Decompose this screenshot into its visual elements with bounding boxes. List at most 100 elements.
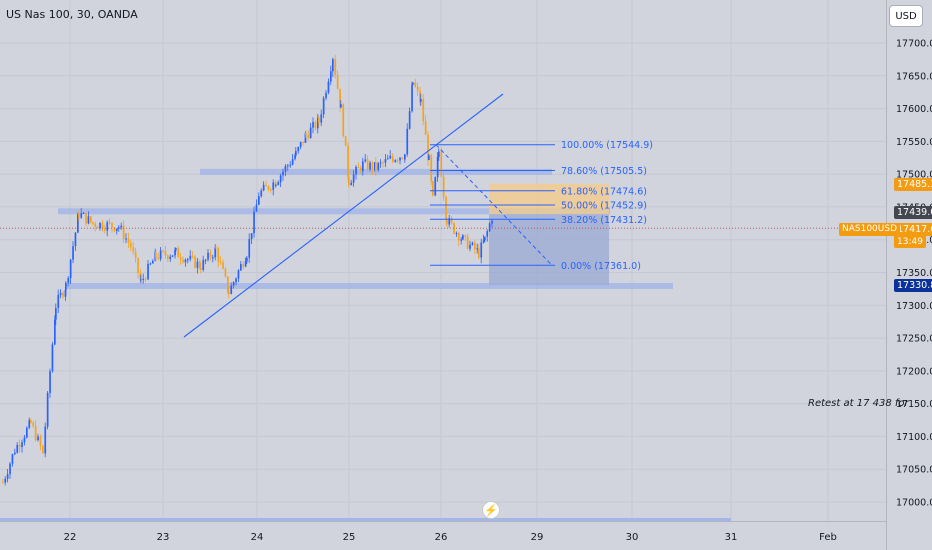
candle bbox=[255, 204, 258, 212]
candle bbox=[295, 151, 297, 156]
candle bbox=[2, 482, 4, 484]
x-tick-label: 29 bbox=[531, 532, 544, 543]
candle bbox=[462, 235, 464, 240]
candle bbox=[432, 181, 434, 196]
candle bbox=[318, 117, 320, 123]
candle bbox=[436, 156, 439, 178]
candle bbox=[458, 233, 460, 241]
candle bbox=[99, 222, 101, 229]
lightning-icon[interactable]: ⚡ bbox=[482, 501, 500, 519]
y-tick-label: 17550.0 bbox=[896, 137, 932, 148]
candle bbox=[382, 162, 384, 164]
symbol-title[interactable]: US Nas 100, 30, OANDA bbox=[6, 8, 138, 21]
candle bbox=[118, 227, 120, 229]
candle bbox=[384, 159, 387, 163]
candle bbox=[297, 147, 300, 152]
y-tick-label: 17700.0 bbox=[896, 39, 932, 50]
candle bbox=[334, 59, 337, 75]
candle bbox=[159, 250, 162, 259]
candle bbox=[72, 246, 74, 260]
y-tick-label: 17600.0 bbox=[896, 104, 932, 115]
candle bbox=[347, 145, 349, 177]
candle bbox=[169, 256, 172, 260]
candle bbox=[42, 445, 44, 452]
candle bbox=[164, 251, 167, 256]
candle bbox=[394, 160, 397, 162]
candle bbox=[175, 248, 177, 251]
candle bbox=[62, 292, 64, 297]
zone-rect bbox=[66, 282, 673, 289]
candle bbox=[212, 257, 214, 259]
candle bbox=[420, 99, 422, 102]
candle bbox=[104, 229, 106, 231]
candle bbox=[305, 132, 307, 135]
candle bbox=[332, 59, 334, 72]
candle bbox=[39, 436, 42, 446]
candle bbox=[80, 213, 83, 218]
candle bbox=[200, 268, 202, 270]
candle bbox=[232, 282, 235, 286]
candle bbox=[469, 244, 471, 249]
candle bbox=[46, 392, 49, 427]
candle bbox=[28, 420, 31, 428]
candle bbox=[270, 189, 272, 191]
candle bbox=[155, 251, 157, 258]
candle bbox=[408, 111, 411, 129]
candle bbox=[325, 92, 327, 99]
candle bbox=[484, 236, 486, 241]
candle bbox=[419, 90, 421, 102]
currency-button[interactable]: USD bbox=[889, 5, 923, 27]
candle bbox=[111, 222, 113, 228]
candle bbox=[476, 248, 479, 250]
candle bbox=[291, 159, 294, 165]
candle bbox=[90, 216, 92, 222]
time-axis-divider bbox=[0, 521, 886, 522]
candle bbox=[140, 279, 142, 281]
candle bbox=[142, 278, 145, 280]
candle bbox=[49, 371, 51, 393]
candle bbox=[374, 162, 376, 170]
candle bbox=[265, 184, 267, 187]
candle bbox=[30, 420, 32, 423]
y-tick-label: 17300.0 bbox=[896, 301, 932, 312]
candle bbox=[375, 162, 377, 170]
candle bbox=[113, 227, 116, 231]
candle bbox=[21, 442, 23, 447]
candle bbox=[44, 426, 47, 454]
candle bbox=[235, 278, 237, 283]
candle bbox=[267, 186, 270, 190]
candle bbox=[4, 478, 7, 483]
candle bbox=[120, 225, 123, 228]
candle bbox=[171, 255, 174, 257]
candle bbox=[460, 239, 463, 241]
fib-level-label: 100.00% (17544.9) bbox=[561, 140, 653, 151]
candle bbox=[55, 307, 57, 320]
candle bbox=[204, 259, 207, 261]
candle bbox=[327, 81, 330, 93]
candle bbox=[396, 160, 399, 162]
candle bbox=[230, 285, 233, 294]
y-tick-label: 17050.0 bbox=[896, 465, 932, 476]
candle bbox=[199, 261, 201, 269]
candle bbox=[116, 228, 118, 231]
candle bbox=[187, 259, 189, 261]
candle bbox=[466, 236, 469, 249]
candle bbox=[377, 163, 380, 170]
candle bbox=[222, 262, 224, 269]
candle bbox=[448, 218, 451, 225]
candle bbox=[471, 242, 474, 245]
candle bbox=[262, 184, 265, 191]
candle bbox=[414, 82, 417, 87]
y-tick-label: 17650.0 bbox=[896, 71, 932, 82]
candle bbox=[339, 88, 341, 108]
candle bbox=[260, 190, 263, 197]
y-tick-label: 17500.0 bbox=[896, 170, 932, 181]
candle bbox=[244, 261, 247, 267]
candle bbox=[350, 182, 353, 186]
annotation-text[interactable]: Retest at 17 438 for bbox=[808, 398, 909, 409]
candle bbox=[450, 218, 453, 223]
candle bbox=[404, 154, 406, 160]
candle bbox=[57, 295, 60, 308]
candle bbox=[287, 165, 289, 167]
